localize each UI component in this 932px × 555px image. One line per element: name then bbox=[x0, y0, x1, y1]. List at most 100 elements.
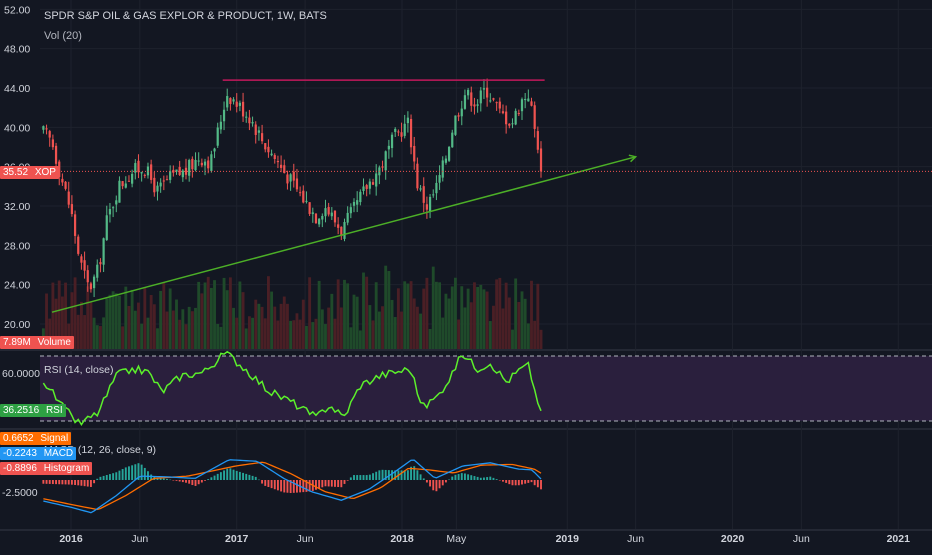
candle-body bbox=[362, 186, 365, 191]
candle-body bbox=[292, 171, 295, 181]
volume-bar bbox=[149, 295, 153, 349]
histogram-bar bbox=[394, 470, 397, 480]
volume-bar bbox=[434, 281, 438, 349]
candle-body bbox=[194, 159, 197, 171]
candle-body bbox=[302, 190, 305, 203]
volume-bar bbox=[133, 310, 137, 349]
candle-body bbox=[352, 201, 356, 206]
candle-body bbox=[96, 264, 99, 278]
candle-body bbox=[356, 200, 359, 205]
candle-body bbox=[257, 130, 261, 133]
histogram-bar bbox=[42, 480, 45, 484]
histogram-bar bbox=[521, 480, 523, 485]
candle-body bbox=[279, 164, 283, 168]
volume-bar bbox=[387, 270, 391, 349]
time-tick-label: Jun bbox=[793, 533, 810, 545]
histogram-bar bbox=[324, 480, 327, 487]
candle-body bbox=[105, 215, 108, 240]
volume-bar bbox=[498, 277, 502, 349]
histogram-bar bbox=[391, 470, 393, 480]
histogram-bar bbox=[330, 480, 333, 487]
histogram-bar bbox=[200, 480, 203, 483]
candle-body bbox=[51, 139, 54, 148]
volume-bar bbox=[45, 293, 48, 349]
histogram-bar bbox=[530, 480, 533, 483]
candle-body bbox=[511, 123, 514, 125]
candle-body bbox=[184, 167, 188, 175]
histogram-bar bbox=[280, 480, 283, 492]
histogram-bar bbox=[147, 471, 149, 480]
candle-body bbox=[146, 166, 150, 176]
volume-bar bbox=[415, 306, 419, 349]
volume-bar bbox=[450, 286, 454, 349]
rsi-tag: 36.2516 RSI bbox=[0, 404, 66, 417]
histogram-bar bbox=[505, 480, 508, 483]
volume-bar bbox=[279, 303, 283, 349]
histogram-bar bbox=[365, 475, 368, 480]
volume-bar bbox=[121, 326, 125, 349]
histogram-bar bbox=[375, 471, 378, 480]
candle-body bbox=[203, 161, 207, 166]
histogram-bar bbox=[118, 470, 121, 480]
histogram-bar bbox=[61, 480, 64, 485]
volume-bar bbox=[292, 320, 296, 349]
volume-bar bbox=[466, 288, 470, 349]
volume-bar bbox=[504, 282, 508, 349]
rsi-line bbox=[42, 350, 542, 427]
histogram-bar bbox=[419, 474, 422, 480]
histogram-bar bbox=[55, 480, 58, 485]
volume-bar bbox=[194, 307, 197, 349]
volume-bar bbox=[175, 299, 178, 349]
volume-bar bbox=[473, 282, 476, 349]
rsi-tag-value: 36.2516 bbox=[3, 405, 40, 416]
candle-body bbox=[210, 154, 213, 171]
candle-body bbox=[289, 174, 292, 182]
volume-bar bbox=[225, 290, 229, 349]
histogram-bar bbox=[115, 472, 118, 480]
histogram-bar bbox=[327, 480, 330, 487]
histogram-bar bbox=[140, 464, 143, 480]
histogram-bar bbox=[511, 480, 514, 486]
histogram-bar bbox=[508, 480, 511, 485]
histogram-bar bbox=[83, 480, 86, 487]
volume-bar bbox=[92, 317, 96, 349]
candle-body bbox=[337, 224, 340, 228]
candle-body bbox=[451, 132, 454, 148]
candle-body bbox=[99, 262, 102, 265]
histogram-bar bbox=[413, 466, 416, 480]
histogram-bar bbox=[254, 476, 257, 480]
volume-bar bbox=[425, 277, 429, 349]
volume-bar bbox=[314, 318, 318, 349]
histogram-bar bbox=[403, 470, 406, 480]
price-tick-label: 44.00 bbox=[4, 83, 30, 95]
candle-body bbox=[438, 175, 441, 183]
candle-body bbox=[222, 109, 226, 122]
histogram-bar bbox=[463, 473, 466, 480]
volume-bar bbox=[83, 315, 87, 349]
volume-bar bbox=[403, 281, 407, 349]
histogram-bar bbox=[479, 477, 482, 480]
volume-bar bbox=[60, 296, 64, 349]
histogram-bar bbox=[359, 475, 362, 480]
volume-bar bbox=[324, 324, 327, 349]
histogram-bar bbox=[264, 480, 267, 486]
histogram-bar bbox=[444, 480, 447, 483]
volume-bar bbox=[343, 279, 346, 349]
histogram-bar bbox=[422, 478, 425, 480]
price-tick-label: 24.00 bbox=[4, 280, 30, 292]
candle-body bbox=[213, 148, 216, 152]
candle-body bbox=[419, 188, 422, 190]
candle-body bbox=[489, 100, 492, 102]
volume-bar bbox=[86, 286, 90, 349]
candle-body bbox=[251, 122, 254, 124]
histogram-bar bbox=[128, 466, 130, 480]
candle-body bbox=[162, 180, 165, 182]
candle-body bbox=[349, 207, 352, 214]
volume-bar bbox=[143, 287, 147, 349]
time-tick-label: 2021 bbox=[887, 533, 911, 545]
candle-body bbox=[61, 178, 64, 183]
macd-tag-label: MACD bbox=[43, 448, 74, 459]
histogram-bar bbox=[242, 472, 245, 480]
